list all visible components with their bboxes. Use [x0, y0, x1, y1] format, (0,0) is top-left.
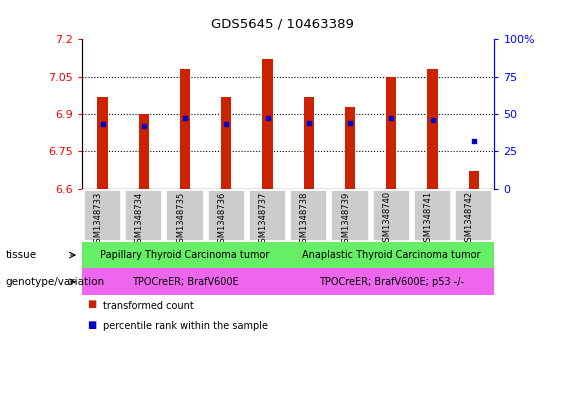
Text: ■: ■: [88, 299, 97, 309]
Text: GSM1348733: GSM1348733: [94, 191, 103, 248]
Text: GSM1348736: GSM1348736: [218, 191, 226, 248]
Text: Anaplastic Thyroid Carcinoma tumor: Anaplastic Thyroid Carcinoma tumor: [302, 250, 480, 260]
Text: GSM1348737: GSM1348737: [259, 191, 268, 248]
Bar: [427, 69, 438, 189]
Bar: [125, 190, 162, 241]
Text: GSM1348740: GSM1348740: [383, 191, 392, 248]
Bar: [288, 242, 494, 268]
Bar: [288, 268, 494, 295]
Bar: [249, 190, 286, 241]
Bar: [221, 97, 232, 189]
Bar: [208, 190, 245, 241]
Bar: [455, 190, 492, 241]
Text: transformed count: transformed count: [103, 301, 194, 311]
Bar: [414, 190, 451, 241]
Text: ■: ■: [88, 320, 97, 329]
Bar: [290, 190, 327, 241]
Bar: [82, 268, 288, 295]
Text: Papillary Thyroid Carcinoma tumor: Papillary Thyroid Carcinoma tumor: [101, 250, 270, 260]
Bar: [386, 77, 397, 189]
Text: GSM1348741: GSM1348741: [424, 191, 433, 248]
Bar: [82, 242, 288, 268]
Bar: [138, 114, 149, 189]
Bar: [262, 59, 273, 189]
Bar: [97, 97, 108, 189]
Text: TPOCreER; BrafV600E: TPOCreER; BrafV600E: [132, 277, 238, 287]
Bar: [332, 190, 368, 241]
Bar: [468, 171, 479, 189]
Bar: [84, 190, 121, 241]
Text: tissue: tissue: [6, 250, 37, 260]
Bar: [303, 97, 314, 189]
Text: GSM1348739: GSM1348739: [341, 191, 350, 248]
Text: percentile rank within the sample: percentile rank within the sample: [103, 321, 268, 331]
Bar: [373, 190, 410, 241]
Text: genotype/variation: genotype/variation: [6, 277, 105, 287]
Text: GDS5645 / 10463389: GDS5645 / 10463389: [211, 18, 354, 31]
Text: TPOCreER; BrafV600E; p53 -/-: TPOCreER; BrafV600E; p53 -/-: [319, 277, 464, 287]
Bar: [180, 69, 190, 189]
Text: GSM1348742: GSM1348742: [465, 191, 474, 248]
Bar: [167, 190, 203, 241]
Bar: [345, 107, 355, 189]
Text: GSM1348735: GSM1348735: [176, 191, 185, 248]
Text: GSM1348734: GSM1348734: [135, 191, 144, 248]
Text: GSM1348738: GSM1348738: [300, 191, 309, 248]
